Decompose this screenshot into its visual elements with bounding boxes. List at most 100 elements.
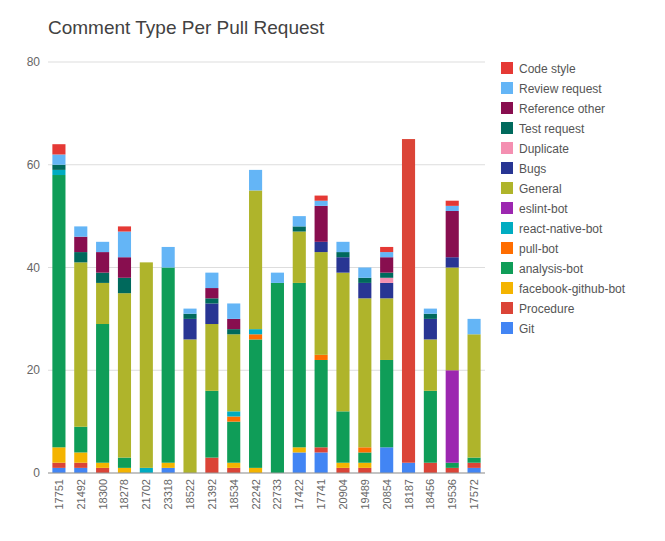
bar-segment: Review request: 1 — [315, 201, 328, 206]
bar-segment: Reference other: 2 — [205, 288, 218, 298]
legend-label: pull-bot — [519, 242, 559, 256]
x-tick-label: 17422 — [293, 479, 305, 510]
bar-segment: Procedure: 1 — [446, 468, 459, 473]
y-tick-label: 60 — [27, 158, 41, 172]
bar-segment: analysis-bot: 38 — [162, 268, 175, 463]
x-tick-label: 21492 — [75, 479, 87, 510]
bar-segment: Review request: 2 — [293, 216, 306, 226]
bar-segment: Review request: 2 — [271, 273, 284, 283]
legend-swatch — [501, 202, 513, 214]
bar-segment: Code style: 0 — [424, 308, 437, 309]
legend-label: Test request — [519, 122, 585, 136]
bar-segment: Review request: 4 — [162, 247, 175, 268]
bar-segment: Test request: 2 — [96, 273, 109, 283]
bar-segment: General: 10 — [424, 339, 437, 390]
title: Comment Type Per Pull Request — [48, 17, 325, 38]
bar-segment: Bugs: 2 — [315, 242, 328, 252]
bar-segment: Procedure: 1 — [227, 468, 240, 473]
bar-segment: Git: 1 — [52, 468, 65, 473]
bar-segment: analysis-bot: 2 — [118, 458, 131, 468]
x-tick-label: 23318 — [162, 479, 174, 510]
bar-segment: General: 27 — [249, 190, 262, 329]
bar-segment: General: 13 — [205, 324, 218, 391]
bar-segment: analysis-bot: 0 — [402, 139, 415, 140]
bar-segment: Reference other: 4 — [96, 252, 109, 273]
legend-label: react-native-bot — [519, 222, 603, 236]
bar-segment: analysis-bot: 32 — [293, 283, 306, 447]
bar-segment: Review request: 0 — [402, 139, 415, 140]
legend-label: Reference other — [519, 102, 605, 116]
legend-label: Bugs — [519, 162, 546, 176]
bar-segment: Code style: 0 — [205, 272, 218, 273]
y-tick-label: 20 — [27, 363, 41, 377]
bar-segment: Bugs: 4 — [183, 319, 196, 340]
bar-segment: Git: 4 — [315, 452, 328, 473]
bar-segment: analysis-bot: 13 — [205, 391, 218, 458]
bar-segment: Review request: 2 — [336, 242, 349, 252]
legend-swatch — [501, 62, 513, 74]
bar-segment: Git: 1 — [468, 468, 481, 473]
bar-segment: Review request: 2 — [96, 242, 109, 252]
bar-segment: Reference other: 9 — [446, 211, 459, 257]
bar-segment: General: 26 — [183, 339, 196, 473]
bar-segment: Code style: 2 — [52, 144, 65, 154]
bar-segment: analysis-bot: 25 — [249, 339, 262, 467]
bar-segment: facebook-github-bot: 0 — [402, 139, 415, 140]
grid-line — [48, 164, 485, 165]
bar-segment: facebook-github-bot: 1 — [118, 468, 131, 473]
legend-label: Review request — [519, 82, 602, 96]
x-tick-label: 18187 — [403, 479, 415, 510]
bar-segment: Procedure: 3 — [205, 458, 218, 473]
x-tick-label: 17751 — [53, 479, 65, 510]
bar-segment: Code style: 0 — [162, 246, 175, 247]
legend-swatch — [501, 122, 513, 134]
bar-segment: Procedure: 2 — [424, 463, 437, 473]
bar-segment: pull-bot: 1 — [249, 334, 262, 339]
bar-segment: Code style: 0 — [468, 318, 481, 319]
bar-segment: Git: 2 — [402, 463, 415, 473]
bar-segment: analysis-bot: 2 — [358, 452, 371, 462]
bar-segment: Procedure: 1 — [52, 463, 65, 468]
bar-segment: analysis-bot: 17 — [315, 360, 328, 447]
bar-segment: Code style: 0 — [358, 267, 371, 268]
x-tick-label: 19536 — [446, 479, 458, 510]
bar-segment: Reference other: 3 — [74, 237, 87, 252]
legend-swatch — [501, 142, 513, 154]
bar-segment: Reference other: 0 — [140, 262, 153, 263]
bar-segment: Git: 4 — [293, 452, 306, 473]
bar-segment: Bugs: 4 — [424, 319, 437, 340]
bar-segment: Review request: 3 — [227, 303, 240, 318]
bar-segment: Bugs: 3 — [336, 257, 349, 272]
bar-segment: Test request: 1 — [336, 252, 349, 257]
bar-segment: General: 40 — [140, 262, 153, 468]
legend-label: Procedure — [519, 302, 575, 316]
x-tick-label: 20904 — [337, 479, 349, 510]
legend-label: Duplicate — [519, 142, 569, 156]
bar-segment: General: 8 — [96, 283, 109, 324]
bar-segment: General: 20 — [315, 252, 328, 355]
grid-line — [48, 370, 485, 371]
bar-segment: Test request: 1 — [227, 329, 240, 334]
x-tick-label: 18300 — [97, 479, 109, 510]
bar-segment: Test request: 1 — [52, 165, 65, 170]
legend-swatch — [501, 282, 513, 294]
bar-segment: pull-bot: 1 — [315, 355, 328, 360]
bar-segment: Bugs: 4 — [205, 303, 218, 324]
bar-segment: facebook-github-bot: 2 — [74, 452, 87, 462]
bar-segment: pull-bot: 1 — [358, 447, 371, 452]
legend-swatch — [501, 222, 513, 234]
bar-segment: Bugs: 0 — [140, 262, 153, 263]
bar-segment: Review request: 2 — [74, 226, 87, 236]
bar-segment: Code style: 0 — [271, 272, 284, 273]
x-tick-label: 18456 — [424, 479, 436, 510]
bar-segment: General: 32 — [74, 262, 87, 426]
x-axis-line — [48, 473, 485, 474]
bar-segment: Reference other: 0 — [402, 139, 415, 140]
bar-segment: react-native-bot: 0 — [402, 139, 415, 140]
bar-segment: facebook-github-bot: 1 — [227, 463, 240, 468]
legend-label: General — [519, 182, 562, 196]
x-tick-label: 22242 — [250, 479, 262, 510]
bar-segment: Bugs: 3 — [380, 283, 393, 298]
y-tick-label: 40 — [27, 261, 41, 275]
bar-segment: Review request: 3 — [205, 273, 218, 288]
